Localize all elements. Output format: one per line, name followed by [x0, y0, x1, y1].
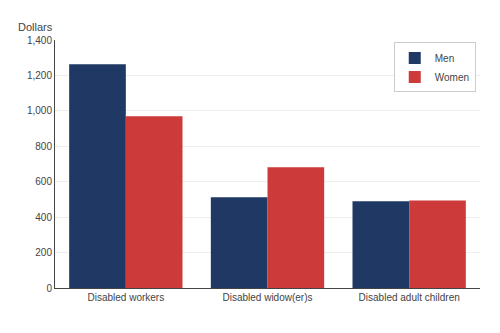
- svg-text:600: 600: [35, 176, 52, 187]
- svg-text:Men: Men: [435, 53, 454, 64]
- svg-text:Women: Women: [435, 72, 469, 83]
- svg-text:0: 0: [46, 283, 52, 294]
- svg-text:400: 400: [35, 212, 52, 223]
- svg-text:800: 800: [35, 141, 52, 152]
- svg-text:Disabled adult children: Disabled adult children: [359, 292, 460, 303]
- svg-text:1,000: 1,000: [27, 105, 52, 116]
- svg-text:200: 200: [35, 247, 52, 258]
- svg-text:Disabled widow(er)s: Disabled widow(er)s: [222, 292, 312, 303]
- svg-text:Disabled workers: Disabled workers: [87, 292, 164, 303]
- svg-text:Dollars: Dollars: [18, 21, 53, 33]
- svg-text:1,200: 1,200: [27, 70, 52, 81]
- svg-text:1,400: 1,400: [27, 35, 52, 46]
